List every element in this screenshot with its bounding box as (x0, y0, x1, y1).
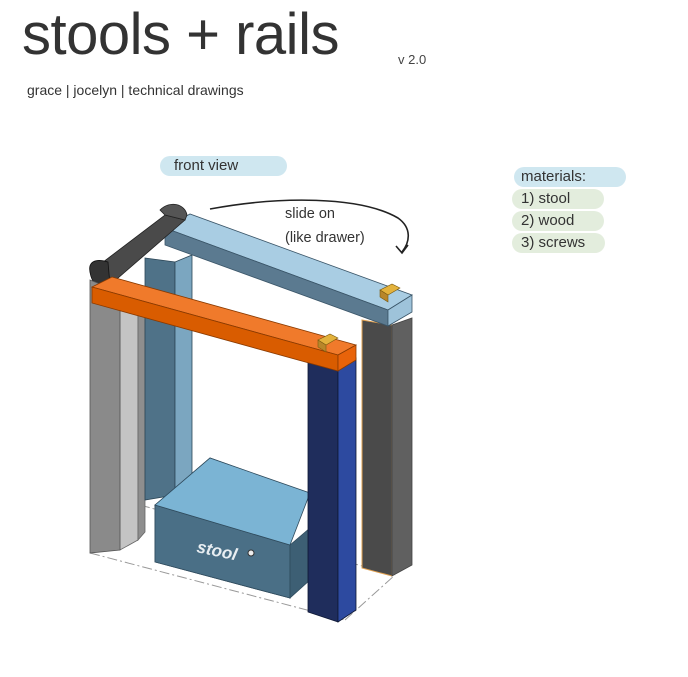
slide-arrow-curve (209, 199, 410, 253)
stool-box: stool (154, 457, 311, 599)
page-subtitle: grace | jocelyn | technical drawings (27, 82, 244, 98)
materials-item-wood: 2) wood (521, 212, 575, 229)
stool-knob-icon (247, 549, 255, 557)
materials-item-highlight (512, 211, 604, 231)
view-label-highlight (160, 156, 287, 176)
version-label: v 2.0 (398, 52, 427, 67)
materials-item-highlight (512, 233, 605, 253)
slide-note-line2: (like drawer) (285, 230, 365, 246)
bracket-icon-front (317, 333, 339, 353)
orange-rail (90, 276, 358, 372)
outer-right-post (361, 317, 413, 577)
page-title: stools + rails (22, 2, 339, 67)
materials-item-screws: 3) screws (521, 234, 586, 251)
back-grey-post (119, 299, 146, 551)
materials-heading-highlight (514, 167, 626, 187)
handle-rail (89, 203, 188, 288)
view-label: front view (174, 157, 239, 174)
bracket-icon-rear (379, 283, 401, 303)
slide-note-line1: slide on (285, 206, 335, 222)
navy-front-post (307, 357, 357, 623)
materials-item-stool: 1) stool (521, 190, 571, 207)
front-grey-post (89, 279, 121, 554)
materials-heading: materials: (521, 168, 587, 185)
slide-arrow-head (395, 244, 409, 255)
materials-item-highlight (512, 189, 604, 209)
